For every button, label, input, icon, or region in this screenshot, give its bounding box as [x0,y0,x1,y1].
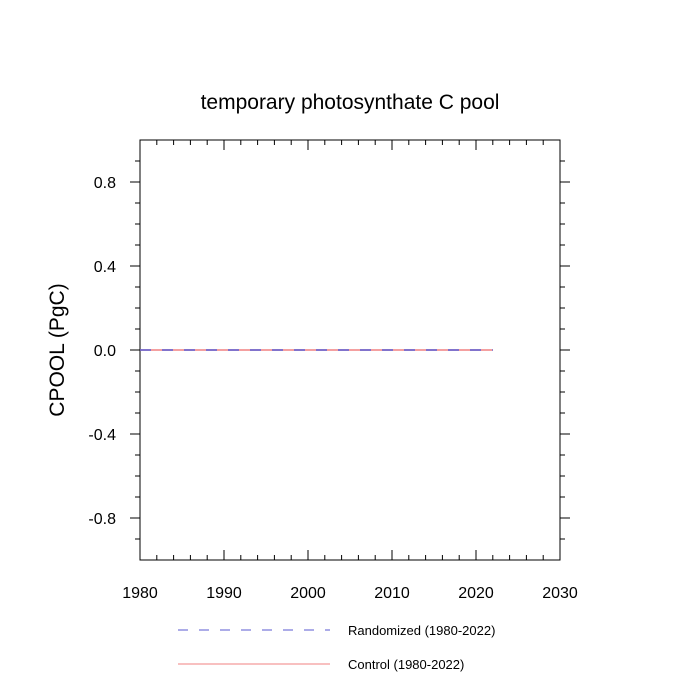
legend-label: Control (1980-2022) [348,657,464,672]
x-tick-label: 2010 [374,585,410,602]
y-tick-label: -0.8 [88,511,116,528]
axes: 1980 1990 2000 2010 2020 2030 0.8 0.4 0.0 -0.4 -0.… [88,139,578,602]
chart-title: temporary photosynthate C pool [201,91,500,114]
y-tick-label: 0.8 [94,175,116,192]
x-tick-label: 2000 [290,585,326,602]
legend: Randomized (1980-2022) Control (1980-2022… [178,623,495,672]
x-tick-label: 2020 [458,585,494,602]
x-tick-label: 2030 [542,585,578,602]
legend-label: Randomized (1980-2022) [348,623,495,638]
y-tick-label: 0.0 [94,343,116,360]
y-tick-label: -0.4 [88,427,116,444]
x-tick-label: 1990 [206,585,242,602]
y-axis-label: CPOOL (PgC) [46,283,69,416]
x-tick-label: 1980 [122,585,158,602]
y-tick-label: 0.4 [94,259,116,276]
